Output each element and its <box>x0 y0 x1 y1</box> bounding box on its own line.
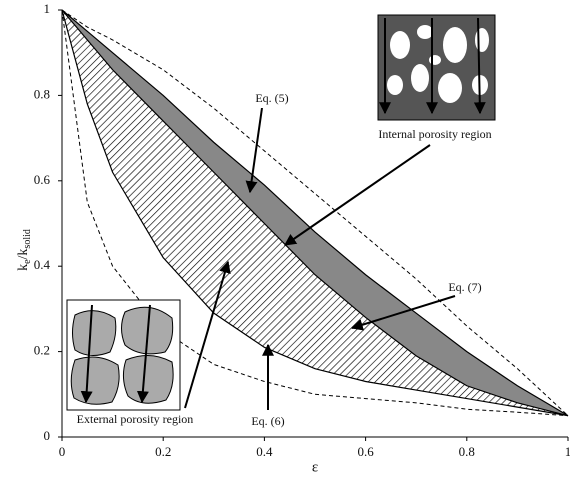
x-tick-label: 0.8 <box>459 444 475 459</box>
inset-external <box>67 300 180 410</box>
x-tick-label: 0.4 <box>256 444 273 459</box>
annotation: Internal porosity region <box>378 127 491 141</box>
x-tick-label: 0 <box>59 444 66 459</box>
y-axis-label: ke/ksolid <box>16 229 33 271</box>
x-axis-label: ε <box>312 459 318 475</box>
annotation: Eq. (6) <box>251 414 284 428</box>
y-tick-label: 0.2 <box>34 343 50 358</box>
annotation: External porosity region <box>77 412 194 426</box>
inset-internal <box>378 15 495 120</box>
y-tick-label: 1 <box>44 1 51 16</box>
ylabel-part: k <box>16 264 31 271</box>
annotation: Eq. (5) <box>255 91 288 105</box>
x-tick-label: 0.6 <box>357 444 374 459</box>
x-tick-label: 1 <box>565 444 570 459</box>
y-tick-label: 0.8 <box>34 86 50 101</box>
y-tick-label: 0.6 <box>34 172 51 187</box>
y-tick-label: 0.4 <box>34 257 51 272</box>
ylabel-part: solid <box>22 229 33 248</box>
x-tick-label: 0.2 <box>155 444 171 459</box>
arrow <box>285 145 430 245</box>
y-tick-label: 0 <box>44 428 51 443</box>
chart: ke/ksolid ε Eq. (5) Internal porosity re <box>0 0 570 480</box>
ylabel-part: /k <box>16 249 31 260</box>
annotation: Eq. (7) <box>448 280 481 294</box>
